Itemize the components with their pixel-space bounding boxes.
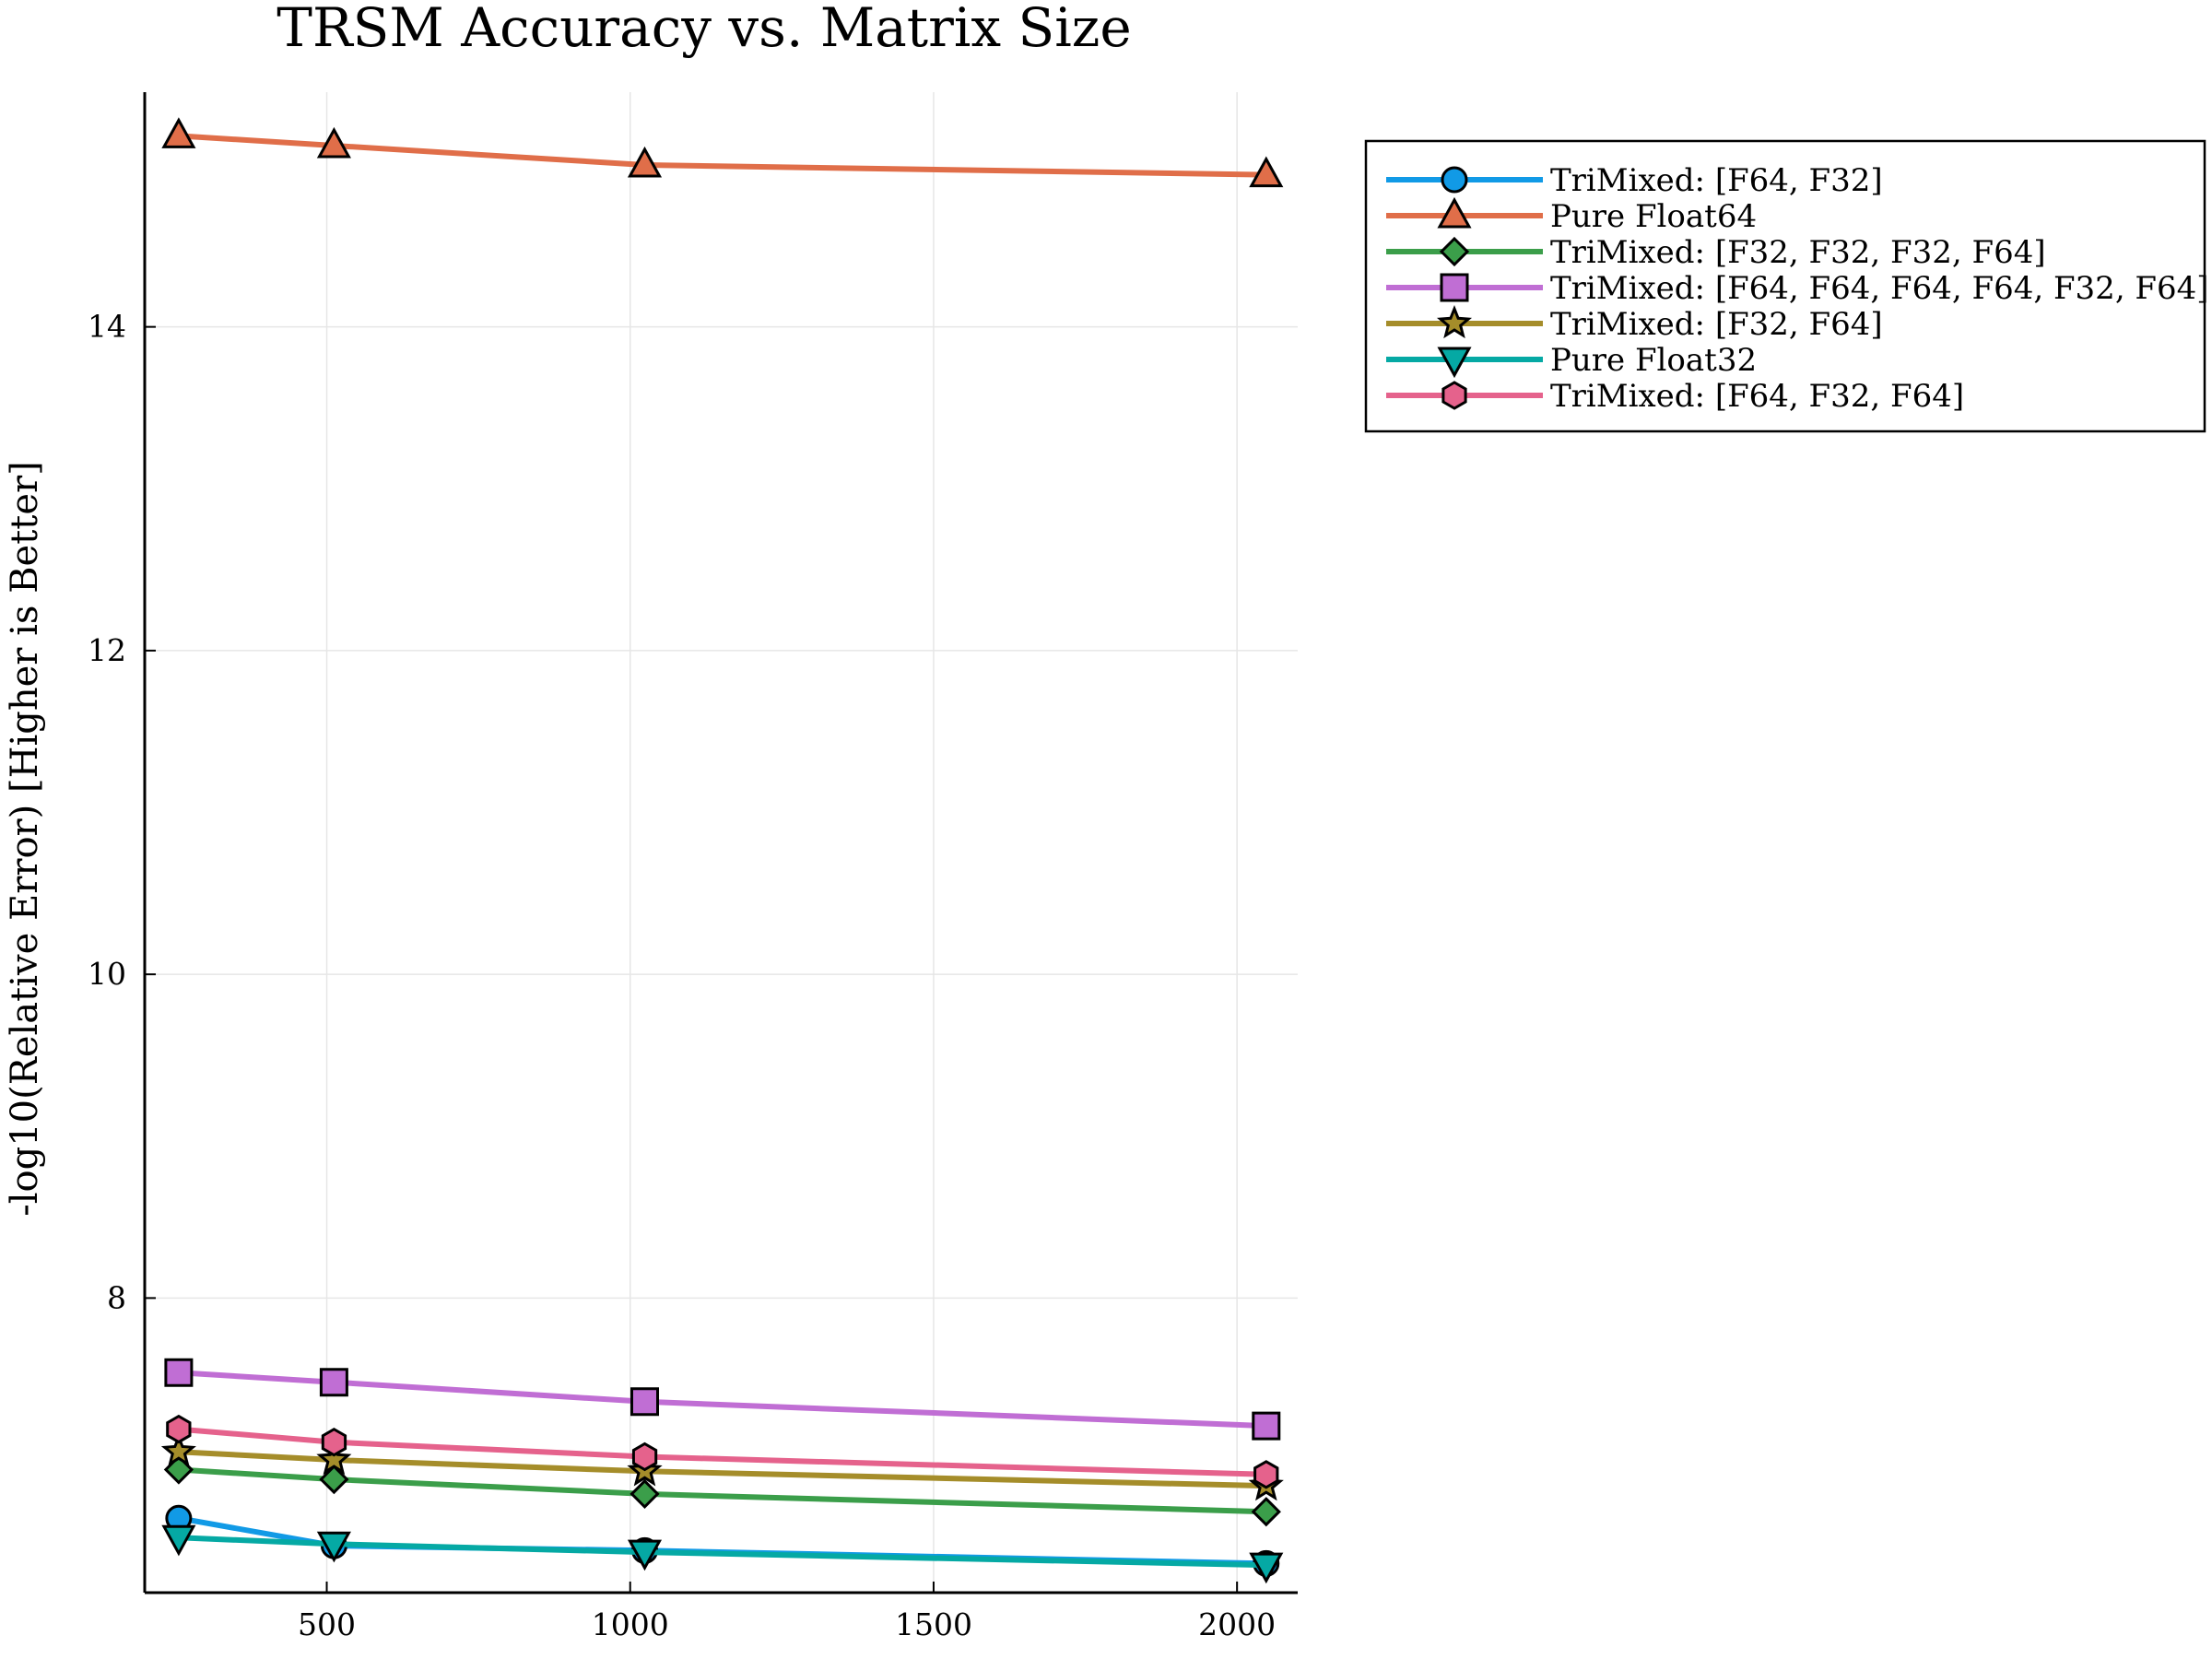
legend-item: TriMixed: [F64, F32, F64] xyxy=(1386,378,1964,415)
y-tick-label: 14 xyxy=(88,309,126,345)
axes xyxy=(143,92,1298,1594)
x-tick-label: 500 xyxy=(298,1606,356,1642)
data-point xyxy=(631,1441,658,1472)
data-point xyxy=(161,1524,196,1557)
series-line xyxy=(178,1449,1266,1489)
x-tick-labels: 500 1000 1500 2000 xyxy=(298,1606,1276,1642)
series-4 xyxy=(164,1358,1281,1441)
series-line xyxy=(178,1466,1266,1515)
data-point xyxy=(1252,1411,1281,1441)
legend-label: TriMixed: [F32, F32, F32, F64] xyxy=(1550,234,2046,271)
legend-item: TriMixed: [F32, F32, F32, F64] xyxy=(1386,234,2046,271)
series-line xyxy=(178,1535,1266,1569)
x-tick-label: 1000 xyxy=(592,1606,669,1642)
data-point xyxy=(1249,1552,1284,1584)
legend-marker xyxy=(1437,347,1472,379)
series-line xyxy=(178,1370,1266,1430)
x-tick-label: 1500 xyxy=(895,1606,972,1642)
legend-marker xyxy=(1436,304,1473,339)
y-tick-labels: 8 10 12 14 xyxy=(88,309,126,1316)
legend-label: TriMixed: [F32, F64] xyxy=(1550,306,1883,343)
data-point xyxy=(1253,1460,1279,1489)
legend: TriMixed: [F64, F32]Pure Float64TriMixed… xyxy=(1364,139,2209,433)
data-point xyxy=(630,1387,659,1417)
legend-item: Pure Float32 xyxy=(1386,342,1757,379)
legend-marker xyxy=(1440,273,1469,302)
data-point xyxy=(316,126,351,159)
series-line xyxy=(178,1426,1266,1477)
series-6 xyxy=(161,1524,1284,1584)
y-tick-label: 12 xyxy=(88,632,126,668)
legend-item: TriMixed: [F64, F32] xyxy=(1386,162,1883,199)
legend-label: TriMixed: [F64, F64, F64, F64, F32, F64] xyxy=(1550,270,2209,307)
legend-item: Pure Float64 xyxy=(1386,196,1757,235)
data-point xyxy=(160,1433,196,1467)
data-point xyxy=(316,1441,352,1476)
legend-label: TriMixed: [F64, F32, F64] xyxy=(1550,378,1964,415)
data-point xyxy=(627,1539,663,1571)
chart-title: TRSM Accuracy vs. Matrix Size xyxy=(276,0,1131,59)
data-point xyxy=(1249,156,1284,188)
data-point xyxy=(164,1358,194,1387)
y-tick-label: 8 xyxy=(107,1279,126,1315)
data-point xyxy=(319,1368,348,1397)
grid xyxy=(145,92,1298,1593)
series-2 xyxy=(161,117,1284,188)
series-7 xyxy=(166,1414,1279,1489)
data-point xyxy=(629,1478,660,1510)
data-point xyxy=(1251,1497,1281,1527)
series-line xyxy=(178,133,1266,178)
legend-label: Pure Float64 xyxy=(1550,198,1757,235)
legend-marker xyxy=(1439,236,1470,267)
legend-marker xyxy=(1441,381,1467,410)
x-tick-label: 2000 xyxy=(1198,1606,1276,1642)
data-point xyxy=(319,1464,349,1495)
y-tick-label: 10 xyxy=(88,956,126,992)
legend-item: TriMixed: [F64, F64, F64, F64, F32, F64] xyxy=(1386,270,2209,307)
data-point xyxy=(316,1531,351,1563)
data-point xyxy=(627,146,663,178)
data-point xyxy=(166,1414,192,1444)
legend-marker xyxy=(1441,166,1468,194)
y-axis-label: -log10(Relative Error) [Higher is Better… xyxy=(4,461,46,1217)
data-point xyxy=(161,117,196,148)
legend-label: TriMixed: [F64, F32] xyxy=(1550,162,1883,199)
legend-item: TriMixed: [F32, F64] xyxy=(1386,304,1883,343)
plot-series xyxy=(160,117,1284,1584)
legend-label: Pure Float32 xyxy=(1550,342,1757,379)
legend-marker xyxy=(1437,196,1472,229)
data-point xyxy=(321,1427,347,1457)
